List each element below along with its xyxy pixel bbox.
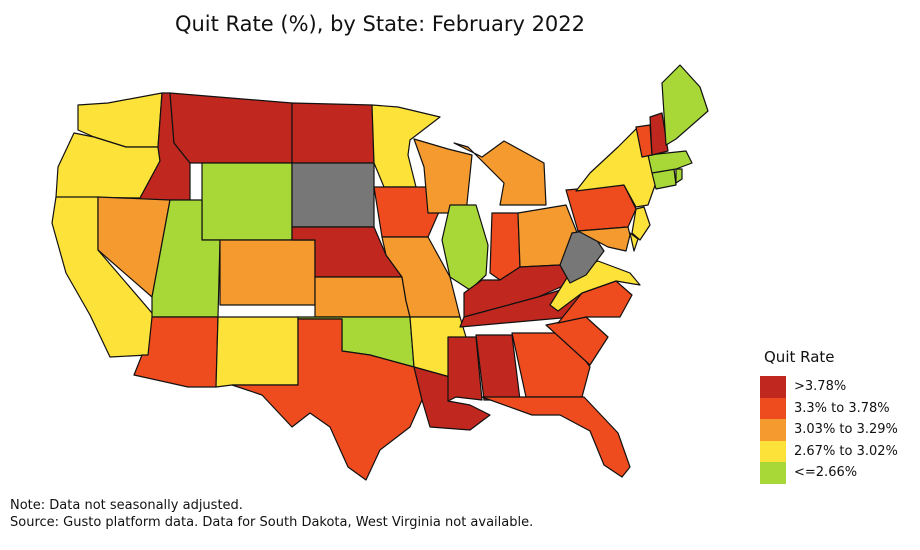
legend-swatch bbox=[760, 376, 786, 398]
state-wy bbox=[201, 162, 293, 241]
state-de bbox=[629, 232, 639, 252]
state-ms bbox=[447, 336, 483, 402]
legend-label: >3.78% bbox=[794, 379, 847, 395]
state-wv bbox=[559, 229, 605, 284]
legend-swatch bbox=[760, 440, 786, 462]
state-ri bbox=[675, 168, 683, 184]
state-sd bbox=[291, 162, 375, 228]
state-ks bbox=[314, 276, 411, 318]
state-mi bbox=[453, 140, 547, 206]
state-tx bbox=[231, 318, 423, 481]
legend-label: 3.3% to 3.78% bbox=[794, 400, 890, 416]
legend-label: 2.67% to 3.02% bbox=[794, 443, 898, 459]
legend-title: Quit Rate bbox=[764, 348, 835, 366]
legend-items: >3.78% 3.3% to 3.78% 3.03% to 3.29% 2.67% t… bbox=[760, 376, 898, 484]
state-mt bbox=[169, 92, 293, 164]
state-ut bbox=[151, 199, 221, 318]
legend-swatch bbox=[760, 462, 786, 484]
state-nd bbox=[291, 102, 375, 164]
state-ny bbox=[575, 126, 659, 208]
legend-label: 3.03% to 3.29% bbox=[794, 422, 898, 438]
legend-swatch bbox=[760, 397, 786, 419]
notes: Note: Data not seasonally adjusted. Sour… bbox=[10, 497, 533, 531]
map-title: Quit Rate (%), by State: February 2022 bbox=[174, 12, 586, 36]
state-pa bbox=[565, 184, 637, 232]
state-al bbox=[475, 334, 521, 401]
state-ia bbox=[373, 186, 443, 238]
state-fl bbox=[481, 396, 631, 478]
state-nm bbox=[215, 316, 299, 388]
legend-item: 3.03% to 3.29% bbox=[760, 419, 898, 441]
legend-item: <=2.66% bbox=[760, 462, 898, 484]
legend-item: >3.78% bbox=[760, 376, 898, 398]
us-choropleth-map bbox=[51, 64, 709, 481]
note-line: Note: Data not seasonally adjusted. bbox=[10, 498, 243, 513]
state-nh bbox=[649, 112, 669, 156]
state-ma bbox=[647, 150, 693, 174]
state-co bbox=[219, 239, 316, 306]
legend-label: <=2.66% bbox=[794, 465, 858, 481]
state-md bbox=[577, 226, 631, 252]
source-line: Source: Gusto platform data. Data for So… bbox=[10, 515, 534, 530]
legend-item: 3.3% to 3.78% bbox=[760, 397, 898, 419]
state-nj bbox=[631, 206, 651, 241]
state-mn bbox=[371, 104, 441, 188]
legend: Quit Rate >3.78% 3.3% to 3.78% 3.03% to 3.… bbox=[760, 348, 898, 484]
state-me bbox=[661, 64, 709, 146]
legend-item: 2.67% to 3.02% bbox=[760, 440, 898, 462]
legend-swatch bbox=[760, 419, 786, 441]
